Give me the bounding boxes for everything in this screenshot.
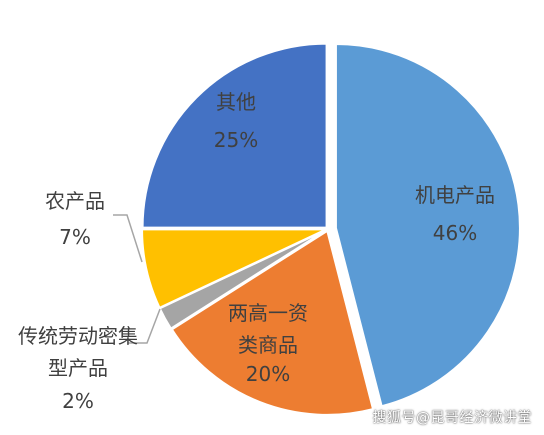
slice-name-agri: 农产品 (45, 189, 105, 213)
slice-name-other: 其他 (216, 90, 256, 114)
slice-label-other: 其他 25% (214, 90, 258, 152)
watermark: 搜狐号@昆哥经济微讲堂 (372, 410, 532, 426)
pie-slice-labor (170, 229, 375, 416)
pie-slice-agri (141, 228, 327, 310)
slice-percent-other: 25% (214, 128, 258, 152)
slice-name-gray-line2: 型产品 (48, 356, 108, 380)
slice-percent-labor: 20% (246, 362, 290, 386)
slice-percent-gray: 2% (62, 389, 94, 413)
slice-name-labor: 两高一资 (228, 301, 308, 325)
slice-name-labor-line2: 类商品 (238, 333, 298, 357)
pie-slice-other (141, 42, 328, 229)
slice-label-agri: 农产品 7% (45, 189, 105, 249)
pie-slice-mech (334, 42, 521, 408)
slice-label-mech: 机电产品 46% (415, 183, 495, 245)
leader-line-agri (113, 214, 143, 263)
slice-percent-agri: 7% (59, 225, 91, 249)
slice-percent-mech: 46% (433, 221, 477, 245)
slice-name-gray: 传统劳动密集 (18, 324, 138, 348)
slice-name-mech: 机电产品 (415, 183, 495, 207)
leader-line-gray (128, 308, 161, 344)
